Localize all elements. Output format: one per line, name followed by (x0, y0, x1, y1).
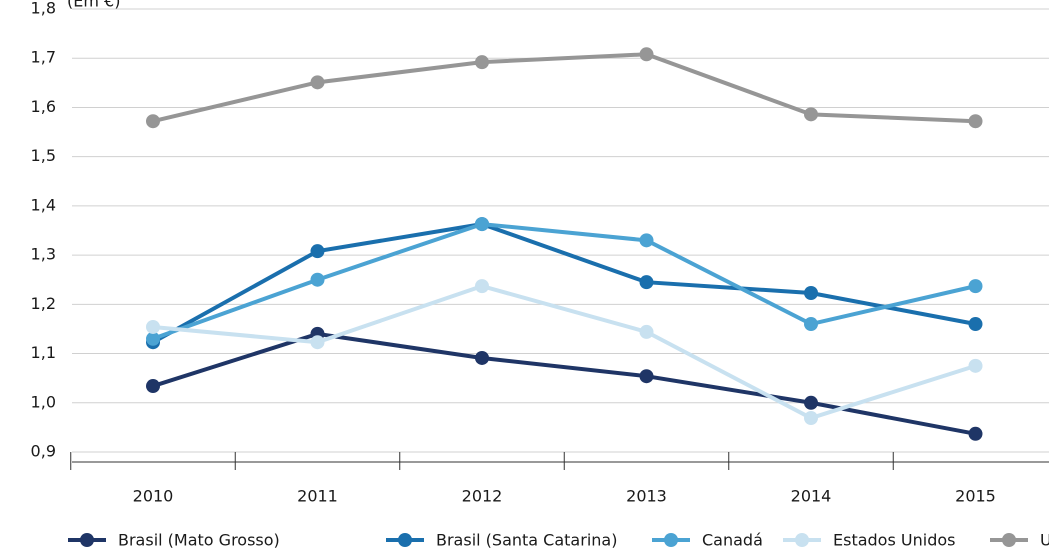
data-point (310, 272, 325, 287)
data-point (146, 114, 160, 129)
y-tick-label: 1,8 (31, 0, 56, 18)
data-point (639, 324, 654, 339)
data-point (804, 317, 818, 332)
legend-marker (398, 533, 412, 547)
data-point (146, 331, 160, 346)
y-tick-label: 1,2 (31, 294, 56, 313)
x-tick-label: 2013 (626, 487, 667, 506)
legend-label: Estados Unidos (833, 531, 955, 549)
data-point (475, 350, 489, 365)
data-point (968, 279, 983, 294)
y-tick-label: 1,5 (31, 146, 56, 165)
x-tick-label: 2012 (462, 487, 503, 506)
legend-label: Brasil (Mato Grosso) (118, 531, 280, 549)
series-line (152, 331, 976, 436)
legend-marker (80, 533, 94, 547)
y-tick-label: 1,6 (31, 97, 56, 116)
y-tick-label: 1,7 (31, 48, 56, 67)
data-point (639, 233, 654, 248)
data-point (804, 286, 818, 301)
data-point (310, 335, 325, 350)
data-point (804, 107, 818, 122)
data-point (146, 319, 160, 334)
y-tick-label: 1,4 (31, 195, 56, 214)
data-point (639, 369, 654, 384)
data-point (968, 114, 983, 129)
legend-marker (664, 533, 678, 547)
legend-marker (1002, 533, 1016, 547)
legend-label: UE (1040, 531, 1049, 549)
y-tick-label: 1,1 (31, 343, 56, 362)
x-tick-label: 2010 (133, 487, 174, 506)
series-line (152, 222, 976, 341)
legend-marker (795, 533, 809, 547)
data-point (146, 379, 160, 394)
y-tick-label: 1,3 (31, 245, 56, 264)
data-point (804, 411, 818, 426)
legend-label: Brasil (Santa Catarina) (436, 531, 617, 549)
data-point (639, 47, 654, 62)
y-axis-label: (Em €) (67, 0, 120, 11)
x-tick-label: 2015 (955, 487, 996, 506)
series-line (152, 284, 977, 421)
data-point (475, 55, 489, 70)
data-point (804, 395, 818, 410)
data-point (639, 275, 654, 290)
data-point (310, 244, 325, 259)
x-tick-label: 2011 (297, 487, 338, 506)
data-point (310, 75, 325, 90)
data-point (475, 279, 489, 294)
data-point (475, 217, 489, 232)
data-point (968, 317, 983, 332)
legend-label: Canadá (702, 531, 763, 549)
y-tick-label: 1,0 (31, 392, 56, 411)
data-point (968, 426, 983, 441)
series-line (152, 52, 976, 124)
y-tick-label: 0,9 (31, 442, 56, 461)
data-point (968, 358, 983, 373)
x-tick-label: 2014 (791, 487, 832, 506)
series-line (152, 222, 976, 344)
